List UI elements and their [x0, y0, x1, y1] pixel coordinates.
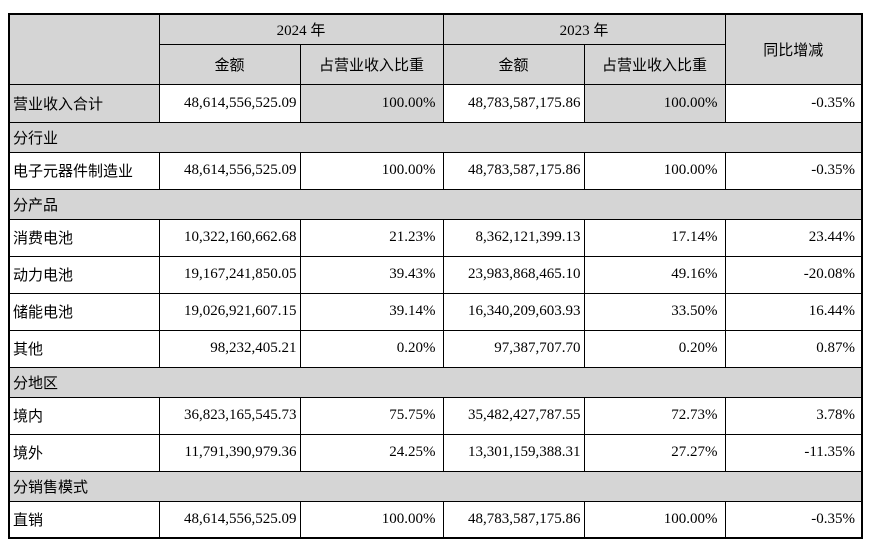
amount-2023-cell: 8,362,121,399.13 [442, 218, 585, 257]
amount-2024-cell: 48,614,556,525.09 [158, 83, 301, 123]
section-label-cell: 分行业 [8, 121, 863, 153]
yoy-change-cell: -20.08% [724, 255, 863, 294]
row-label-cell: 营业收入合计 [8, 83, 160, 123]
ratio-2023-header: 占营业收入比重 [583, 43, 726, 85]
ratio-2024-cell: 100.00% [299, 151, 444, 190]
table-row-domestic: 境内 36,823,165,545.73 75.75% 35,482,427,7… [8, 396, 863, 435]
amount-2023-cell: 97,387,707.70 [442, 329, 585, 368]
yoy-change-cell: 3.78% [724, 396, 863, 435]
ratio-2024-cell: 39.43% [299, 255, 444, 294]
ratio-2024-cell: 24.25% [299, 433, 444, 472]
amount-2024-cell: 19,167,241,850.05 [158, 255, 301, 294]
amount-2023-cell: 48,783,587,175.86 [442, 83, 585, 123]
row-label-cell: 其他 [8, 329, 160, 368]
ratio-2024-cell: 21.23% [299, 218, 444, 257]
section-label-cell: 分地区 [8, 366, 863, 398]
amount-2024-cell: 10,322,160,662.68 [158, 218, 301, 257]
section-label-cell: 分产品 [8, 188, 863, 220]
section-row-by-product: 分产品 [8, 188, 863, 220]
table-row-power-battery: 动力电池 19,167,241,850.05 39.43% 23,983,868… [8, 255, 863, 294]
section-row-by-sales-model: 分销售模式 [8, 470, 863, 502]
row-label-cell: 境内 [8, 396, 160, 435]
row-label-cell: 境外 [8, 433, 160, 472]
ratio-2024-cell: 100.00% [299, 83, 444, 123]
amount-2024-cell: 98,232,405.21 [158, 329, 301, 368]
amount-2023-header: 金额 [442, 43, 585, 85]
table-row-overseas: 境外 11,791,390,979.36 24.25% 13,301,159,3… [8, 433, 863, 472]
ratio-2023-cell: 49.16% [583, 255, 726, 294]
ratio-2024-cell: 100.00% [299, 500, 444, 539]
section-row-by-region: 分地区 [8, 366, 863, 398]
row-label-cell: 储能电池 [8, 292, 160, 331]
corner-cell [8, 13, 160, 85]
yoy-change-cell: 0.87% [724, 329, 863, 368]
row-label-cell: 电子元器件制造业 [8, 151, 160, 190]
table-row-consumer-battery: 消费电池 10,322,160,662.68 21.23% 8,362,121,… [8, 218, 863, 257]
table-row-other: 其他 98,232,405.21 0.20% 97,387,707.70 0.2… [8, 329, 863, 368]
header-row-metrics: 金额 占营业收入比重 金额 占营业收入比重 [9, 43, 862, 85]
ratio-2024-cell: 0.20% [299, 329, 444, 368]
ratio-2023-cell: 100.00% [583, 83, 726, 123]
table-row-energy-storage-battery: 储能电池 19,026,921,607.15 39.14% 16,340,209… [8, 292, 863, 331]
yoy-change-cell: -0.35% [724, 83, 863, 123]
year-2023-header: 2023 年 [442, 13, 726, 45]
amount-2023-cell: 48,783,587,175.86 [442, 500, 585, 539]
ratio-2023-cell: 100.00% [583, 500, 726, 539]
ratio-2023-cell: 72.73% [583, 396, 726, 435]
amount-2024-cell: 48,614,556,525.09 [158, 500, 301, 539]
amount-2023-cell: 16,340,209,603.93 [442, 292, 585, 331]
section-label-cell: 分销售模式 [8, 470, 863, 502]
ratio-2023-cell: 17.14% [583, 218, 726, 257]
revenue-breakdown-table-container: 2024 年 2023 年 同比增减 金额 占营业收入比重 金额 占营业收入比重… [8, 13, 864, 539]
ratio-2024-header: 占营业收入比重 [299, 43, 444, 85]
table-row-direct-sales: 直销 48,614,556,525.09 100.00% 48,783,587,… [8, 500, 863, 539]
row-label-cell: 消费电池 [8, 218, 160, 257]
ratio-2023-cell: 33.50% [583, 292, 726, 331]
amount-2024-cell: 48,614,556,525.09 [158, 151, 301, 190]
table-row-total-revenue: 营业收入合计 48,614,556,525.09 100.00% 48,783,… [8, 83, 863, 123]
header-row-years: 2024 年 2023 年 同比增减 [8, 13, 863, 85]
amount-2024-cell: 36,823,165,545.73 [158, 396, 301, 435]
yoy-change-cell: -11.35% [724, 433, 863, 472]
amount-2024-header: 金额 [158, 43, 301, 85]
row-label-cell: 直销 [8, 500, 160, 539]
yoy-change-cell: 23.44% [724, 218, 863, 257]
amount-2023-cell: 48,783,587,175.86 [442, 151, 585, 190]
amount-2023-cell: 13,301,159,388.31 [442, 433, 585, 472]
ratio-2024-cell: 39.14% [299, 292, 444, 331]
amount-2023-cell: 23,983,868,465.10 [442, 255, 585, 294]
ratio-2023-cell: 100.00% [583, 151, 726, 190]
row-label-cell: 动力电池 [8, 255, 160, 294]
yoy-change-cell: -0.35% [724, 151, 863, 190]
amount-2024-cell: 11,791,390,979.36 [158, 433, 301, 472]
yoy-change-cell: -0.35% [724, 500, 863, 539]
revenue-breakdown-table: 2024 年 2023 年 同比增减 金额 占营业收入比重 金额 占营业收入比重… [8, 13, 864, 539]
year-2024-header: 2024 年 [158, 13, 444, 45]
amount-2023-cell: 35,482,427,787.55 [442, 396, 585, 435]
yoy-change-cell: 16.44% [724, 292, 863, 331]
ratio-2023-cell: 27.27% [583, 433, 726, 472]
amount-2024-cell: 19,026,921,607.15 [158, 292, 301, 331]
ratio-2023-cell: 0.20% [583, 329, 726, 368]
table-row-electronic-components: 电子元器件制造业 48,614,556,525.09 100.00% 48,78… [8, 151, 863, 190]
section-row-by-industry: 分行业 [8, 121, 863, 153]
yoy-change-header: 同比增减 [724, 13, 863, 85]
ratio-2024-cell: 75.75% [299, 396, 444, 435]
